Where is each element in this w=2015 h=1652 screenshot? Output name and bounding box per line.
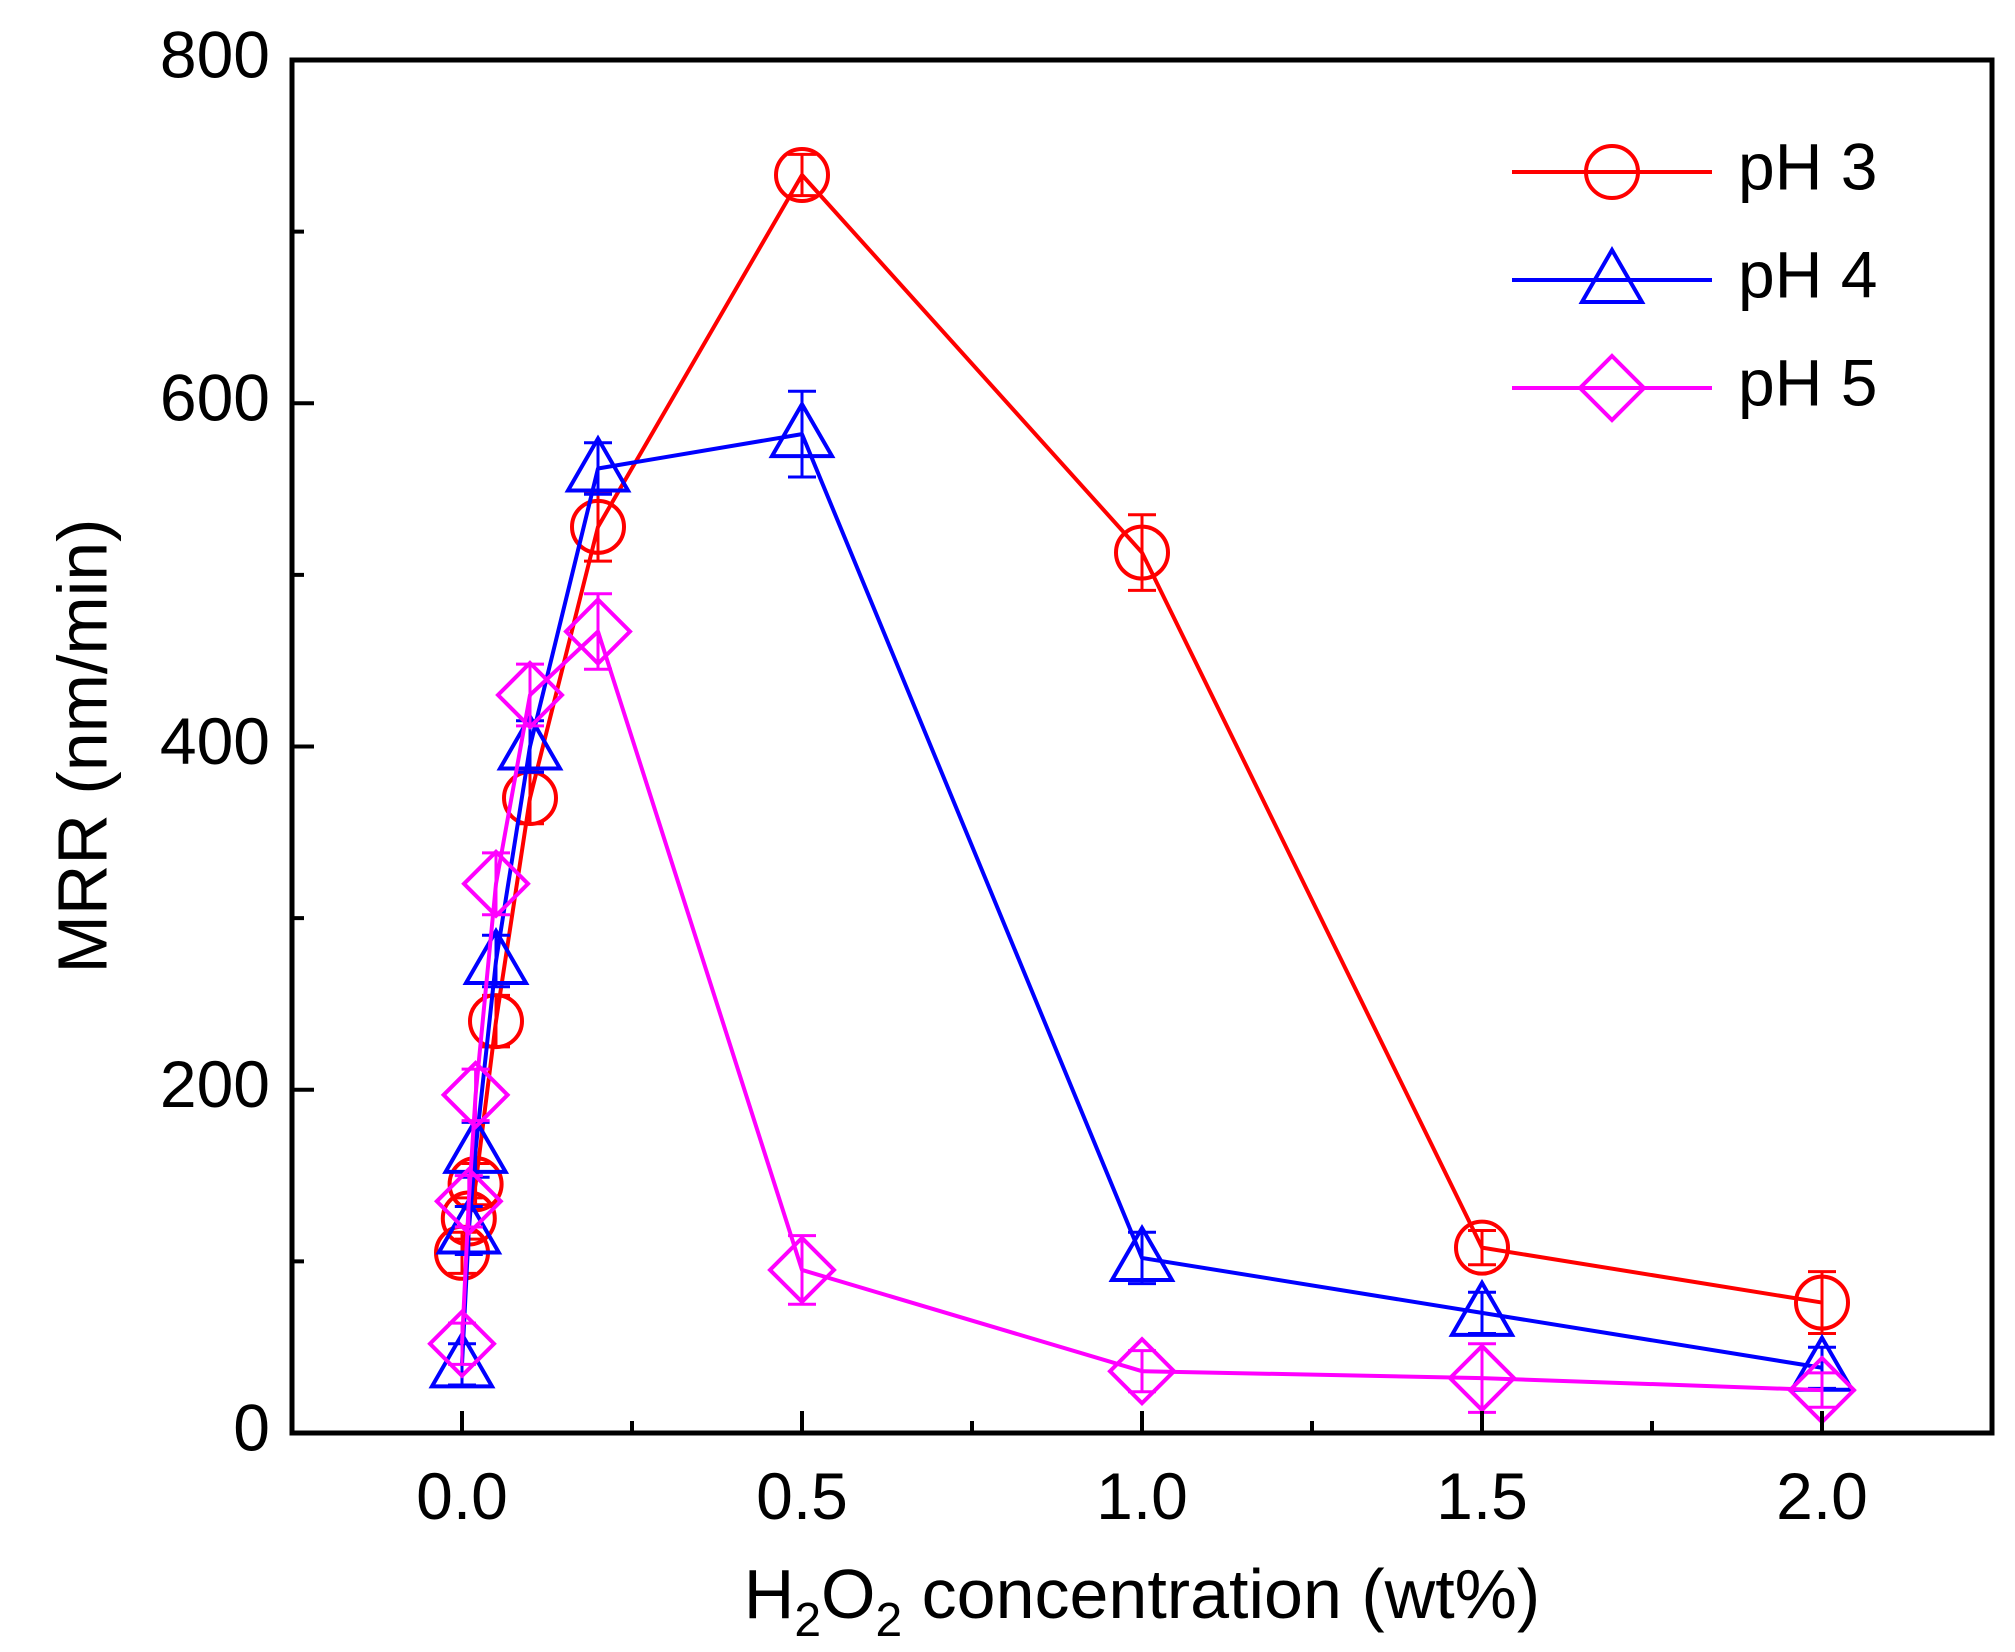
axis-layer: 0.0 0.5 1.0 1.5 2.0 0 200 400 600 800 — [160, 17, 1868, 1533]
legend-marker — [1584, 144, 1640, 200]
data-point — [495, 660, 565, 730]
data-point — [570, 498, 626, 555]
legend-entry-ph-4: pH 4 — [1512, 237, 1877, 311]
y-tick-label: 400 — [160, 704, 270, 778]
y-tick-label: 200 — [160, 1047, 270, 1121]
x-axis-label: H2O2 concentration (wt%) — [744, 1555, 1540, 1647]
legend-label: pH 3 — [1738, 129, 1877, 203]
legend-entry-ph-3: pH 3 — [1512, 129, 1877, 203]
data-point — [461, 848, 531, 919]
x-tick-label: 0.0 — [416, 1459, 508, 1533]
data-point — [1454, 1219, 1510, 1276]
data-point — [1114, 524, 1170, 581]
data-point — [1447, 1343, 1517, 1413]
x-tick-label: 0.5 — [756, 1459, 848, 1533]
x-tick-label: 2.0 — [1776, 1459, 1868, 1533]
series-line — [460, 629, 1823, 1393]
data-point — [496, 712, 564, 771]
y-tick-label: 600 — [160, 361, 270, 435]
legend-label: pH 5 — [1738, 345, 1877, 419]
legend-entry-ph-5: pH 5 — [1512, 345, 1877, 423]
data-point — [767, 1235, 837, 1305]
x-tick-label: 1.5 — [1436, 1459, 1528, 1533]
data-point — [768, 400, 836, 459]
series-line — [460, 432, 1823, 1370]
y-tick-label: 800 — [160, 17, 270, 91]
y-tick-label: 0 — [233, 1390, 270, 1464]
x-label-sub-2b: 2 — [875, 1594, 902, 1647]
y-axis-label: MRR (nm/min) — [43, 519, 121, 974]
x-label-h: H — [744, 1555, 795, 1633]
data-point — [564, 434, 632, 493]
x-label-o: O — [821, 1555, 875, 1633]
legend-label: pH 4 — [1738, 237, 1877, 311]
data-point — [468, 993, 524, 1050]
data-point — [1108, 1223, 1176, 1282]
data-point — [563, 596, 633, 667]
data-point — [442, 1115, 510, 1174]
legend: pH 3 pH 4 pH 5 — [1512, 129, 1877, 423]
data-point — [427, 1308, 497, 1379]
legend-marker — [1577, 353, 1647, 423]
data-point — [774, 146, 830, 203]
x-label-sub-2a: 2 — [794, 1594, 821, 1647]
legend-marker — [1578, 245, 1646, 304]
data-point — [462, 927, 530, 986]
data-point — [1448, 1278, 1516, 1337]
series-layer — [427, 146, 1857, 1425]
x-label-rest: concentration (wt%) — [902, 1555, 1540, 1633]
data-point — [1107, 1336, 1177, 1407]
data-point — [433, 1166, 504, 1237]
x-tick-label: 1.0 — [1096, 1459, 1188, 1533]
data-point — [440, 1060, 511, 1130]
series-ph-5 — [427, 592, 1857, 1425]
data-point — [435, 1196, 503, 1255]
data-point — [1794, 1274, 1850, 1331]
